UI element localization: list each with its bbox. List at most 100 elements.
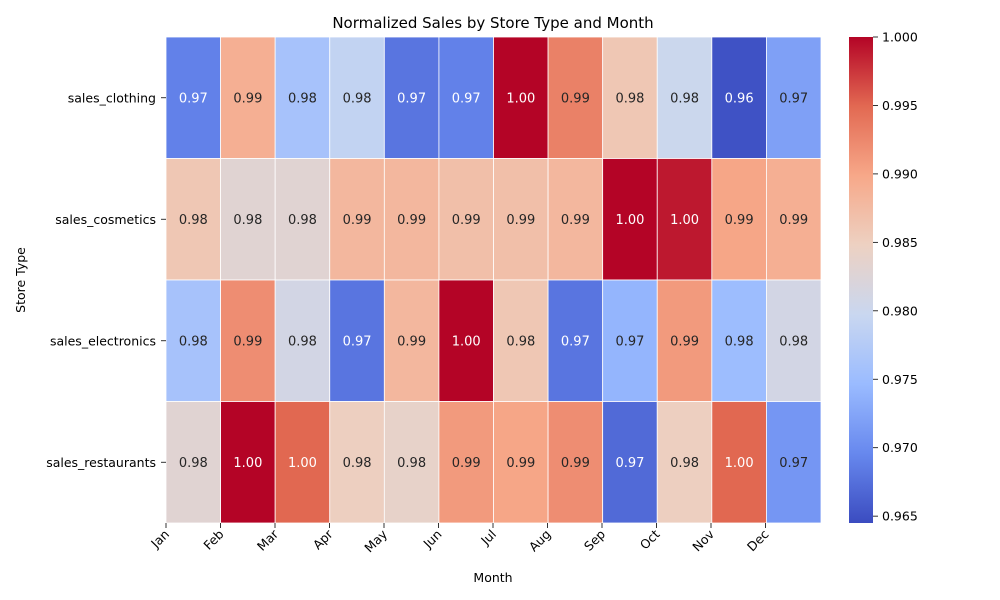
cell-value-label: 0.99 [779, 213, 808, 228]
colorbar-tick-label: 0.995 [882, 98, 918, 113]
cell-value-label: 0.99 [452, 456, 481, 471]
heatmap-cell [383, 401, 440, 524]
cell-value-label: 0.98 [179, 334, 208, 349]
y-tick-labels: sales_clothing sales_cosmetics sales_elect… [46, 90, 166, 470]
colorbar-tick-label: 0.985 [882, 235, 918, 250]
cell-value-label: 0.96 [725, 91, 754, 106]
heatmap-cell [165, 36, 221, 159]
cell-value-label: 0.99 [506, 456, 535, 471]
heatmap-cells: 0.97 0.99 0.98 0.98 0.97 0.97 1.00 0.99 0.98 0.98… [165, 36, 822, 524]
colorbar-tick-label: 0.990 [882, 166, 918, 181]
colorbar-tick-label: 0.980 [882, 303, 918, 318]
cell-value-label: 0.98 [670, 91, 699, 106]
heatmap-cell [383, 158, 440, 281]
colorbar-tick-label: 0.975 [882, 372, 918, 387]
cell-value-label: 0.97 [179, 91, 208, 106]
x-tick-label: Feb [200, 526, 226, 552]
heatmap-cell [165, 401, 221, 524]
heatmap-cell [274, 36, 331, 159]
cell-value-label: 0.99 [561, 456, 590, 471]
cell-value-label: 1.00 [288, 456, 317, 471]
heatmap-cell [165, 279, 221, 402]
heatmap-cell [711, 279, 767, 402]
cell-value-label: 0.99 [506, 213, 535, 228]
heatmap-cell [711, 158, 767, 281]
heatmap-cell [274, 401, 331, 524]
cell-value-label: 0.98 [179, 213, 208, 228]
colorbar-tick-label: 0.970 [882, 440, 918, 455]
colorbar-tick-label: 0.965 [882, 509, 918, 524]
cell-value-label: 0.99 [397, 334, 426, 349]
x-tick-label: Aug [526, 527, 554, 555]
y-tick-label: sales_restaurants [46, 455, 156, 470]
heatmap-cell [656, 158, 713, 281]
heatmap-cell [547, 158, 604, 281]
cell-value-label: 0.98 [725, 334, 754, 349]
heatmap-cell [329, 401, 385, 524]
heatmap-cell [493, 279, 549, 402]
cell-value-label: 0.98 [288, 91, 317, 106]
cell-value-label: 0.97 [561, 334, 590, 349]
cell-value-label: 0.99 [233, 91, 262, 106]
heatmap-cell [438, 36, 494, 159]
x-tick-label: Jun [419, 527, 444, 552]
heatmap-cell [602, 401, 658, 524]
cell-value-label: 0.98 [288, 334, 317, 349]
cell-value-label: 0.99 [561, 213, 590, 228]
heatmap-cell [220, 158, 276, 281]
cell-value-label: 0.97 [343, 334, 372, 349]
cell-value-label: 1.00 [452, 334, 481, 349]
cell-value-label: 0.98 [779, 334, 808, 349]
colorbar: 0.965 0.970 0.975 0.980 0.985 0.990 0.995 1.000 [849, 30, 918, 524]
x-tick-labels: Jan Feb Mar Apr May Jun Jul Aug Sep Oct Nov Dec [147, 523, 772, 555]
cell-value-label: 0.98 [343, 91, 372, 106]
cell-value-label: 0.98 [506, 334, 535, 349]
heatmap-cell [656, 401, 713, 524]
heatmap-cell [220, 401, 276, 524]
cell-value-label: 0.97 [452, 91, 481, 106]
x-tick-label: Sep [581, 526, 608, 553]
cell-value-label: 0.99 [452, 213, 481, 228]
cell-value-label: 0.98 [397, 456, 426, 471]
cell-value-label: 1.00 [506, 91, 535, 106]
heatmap-cell [165, 158, 221, 281]
cell-value-label: 1.00 [670, 213, 699, 228]
x-tick-label: Mar [254, 526, 282, 554]
heatmap-cell [438, 401, 494, 524]
heatmap-cell [329, 158, 385, 281]
y-tick-label: sales_electronics [50, 333, 156, 348]
heatmap-cell [547, 36, 604, 159]
y-tick-label: sales_clothing [68, 90, 156, 105]
chart-title: Normalized Sales by Store Type and Month [332, 14, 653, 32]
heatmap-cell [493, 158, 549, 281]
cell-value-label: 0.99 [397, 213, 426, 228]
colorbar-tick-label: 1.000 [882, 30, 918, 45]
heatmap-cell [383, 279, 440, 402]
heatmap-cell [274, 158, 331, 281]
heatmap-cell [220, 36, 276, 159]
heatmap-cell [766, 158, 822, 281]
x-axis-label: Month [473, 570, 512, 585]
cell-value-label: 0.97 [615, 456, 644, 471]
heatmap-cell [711, 401, 767, 524]
cell-value-label: 0.97 [779, 91, 808, 106]
cell-value-label: 0.98 [233, 213, 262, 228]
cell-value-label: 0.98 [343, 456, 372, 471]
heatmap-cell [766, 36, 822, 159]
cell-value-label: 1.00 [725, 456, 754, 471]
cell-value-label: 0.99 [725, 213, 754, 228]
heatmap-cell [766, 279, 822, 402]
x-tick-label: Dec [744, 526, 772, 554]
cell-value-label: 0.99 [343, 213, 372, 228]
y-axis-label: Store Type [13, 247, 28, 313]
heatmap-cell [329, 279, 385, 402]
cell-value-label: 0.98 [288, 213, 317, 228]
cell-value-label: 0.97 [397, 91, 426, 106]
cell-value-label: 0.97 [779, 456, 808, 471]
heatmap-cell [493, 401, 549, 524]
cell-value-label: 0.99 [670, 334, 699, 349]
x-tick-label: May [361, 526, 390, 555]
x-tick-label: Jan [147, 527, 172, 552]
heatmap-cell [656, 36, 713, 159]
